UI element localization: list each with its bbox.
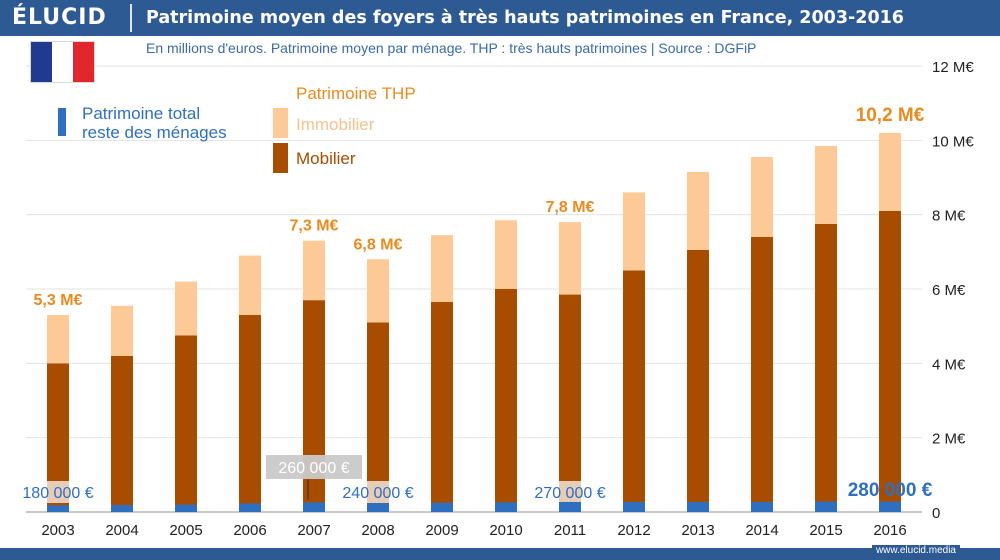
bar-immobilier [431,235,453,303]
legend-immobilier-label: Immobilier [296,115,375,134]
bar-mobilier [47,363,69,512]
legend-thp-title: Patrimoine THP [296,84,416,103]
bar-mobilier [175,335,197,512]
bar-immobilier [623,192,645,271]
bar-reste-menages [495,502,517,512]
france-flag-icon [31,42,94,82]
reste-label-bg [522,481,618,503]
bar-immobilier [111,305,133,356]
footer-url: www.elucid.media [871,545,960,557]
chart-subtitle: En millions d'euros. Patrimoine moyen pa… [146,40,757,56]
x-tick-label: 2003 [41,522,74,539]
reste-value-label: 260 000 € [278,460,349,477]
legend-mobilier-swatch [273,143,288,173]
x-tick-label: 2007 [297,522,330,539]
bar-reste-menages [431,502,453,512]
thp-total-label: 10,2 M€ [856,105,925,126]
x-tick-label: 2006 [233,522,266,539]
bar-reste-menages [623,501,645,512]
y-tick-label: 2 M€ [932,431,966,448]
flag-stripe-white [52,42,73,82]
bar-immobilier [879,132,901,211]
bar-immobilier [367,259,389,323]
reste-label-bg [266,455,362,479]
bar-reste-menages [47,505,69,512]
bar-reste-menages [815,501,837,512]
y-tick-label: 6 M€ [932,282,966,299]
x-tick-label: 2004 [105,522,138,539]
bar-reste-menages [559,501,581,512]
bar-mobilier [687,249,709,512]
x-tick-label: 2014 [745,522,778,539]
bar-immobilier [495,220,517,289]
y-tick-label: 4 M€ [932,356,966,373]
x-tick-label: 2016 [873,522,906,539]
reste-value-label: 280 000 € [848,480,933,501]
bar-mobilier [367,322,389,512]
bar-mobilier [559,294,581,512]
bar-mobilier [303,300,325,512]
bar-immobilier [687,171,709,250]
thp-total-label: 5,3 M€ [34,292,83,309]
bar-immobilier [47,315,69,364]
x-tick-label: 2011 [554,522,586,539]
bar-mobilier [879,210,901,512]
flag-stripe-red [73,42,94,82]
bar-mobilier [431,302,453,512]
x-tick-label: 2009 [425,522,458,539]
bar-reste-menages [175,504,197,512]
thp-total-label: 7,3 M€ [290,218,339,235]
header-bar: ÉLUCID Patrimoine moyen des foyers à trè… [0,0,1000,36]
bar-mobilier [815,223,837,513]
bar-mobilier [239,315,261,512]
bar-reste-menages [687,501,709,512]
y-tick-label: 12 M€ [932,59,974,76]
y-tick-label: 8 M€ [932,208,966,225]
brand-logo: ÉLUCID [12,5,107,30]
x-tick-label: 2015 [809,522,842,539]
bar-immobilier [175,281,197,336]
legend-reste-line2: reste des ménages [82,123,227,142]
legend-reste-line1: Patrimoine total [82,104,201,123]
bar-reste-menages [879,501,901,512]
bar-immobilier [751,157,773,237]
header-divider [130,4,132,32]
y-tick-label: 10 M€ [932,133,974,150]
bar-immobilier [239,255,261,316]
reste-value-label: 240 000 € [342,485,413,502]
bar-mobilier [751,236,773,512]
thp-total-label: 6,8 M€ [354,236,403,253]
bar-mobilier [111,355,133,512]
bar-immobilier [815,145,837,224]
legend-reste-menages: Patrimoine total reste des ménages [82,104,227,142]
x-tick-label: 2008 [361,522,394,539]
reste-value-label: 180 000 € [22,485,93,502]
bar-reste-menages [111,504,133,512]
chart-title: Patrimoine moyen des foyers à très hauts… [146,8,904,28]
bar-reste-menages [303,502,325,512]
flag-stripe-blue [31,42,52,82]
bar-reste-menages [751,501,773,512]
reste-value-label: 270 000 € [534,485,605,502]
x-tick-label: 2005 [169,522,202,539]
bar-immobilier [303,240,325,301]
legend-mobilier-label: Mobilier [296,149,356,168]
reste-label-bg [10,481,106,503]
legend-reste-swatch [58,108,66,136]
x-tick-label: 2012 [617,522,650,539]
bar-reste-menages [239,503,261,512]
footer-bar [0,548,1000,560]
legend-immobilier-swatch [273,108,288,138]
x-tick-label: 2010 [489,522,522,539]
reste-label-bg [330,481,426,503]
bar-mobilier [623,270,645,512]
x-tick-label: 2013 [681,522,714,539]
y-tick-label: 0 [932,505,940,522]
bar-reste-menages [367,503,389,512]
bar-mobilier [495,289,517,512]
bar-immobilier [559,222,581,295]
thp-total-label: 7,8 M€ [546,199,595,216]
